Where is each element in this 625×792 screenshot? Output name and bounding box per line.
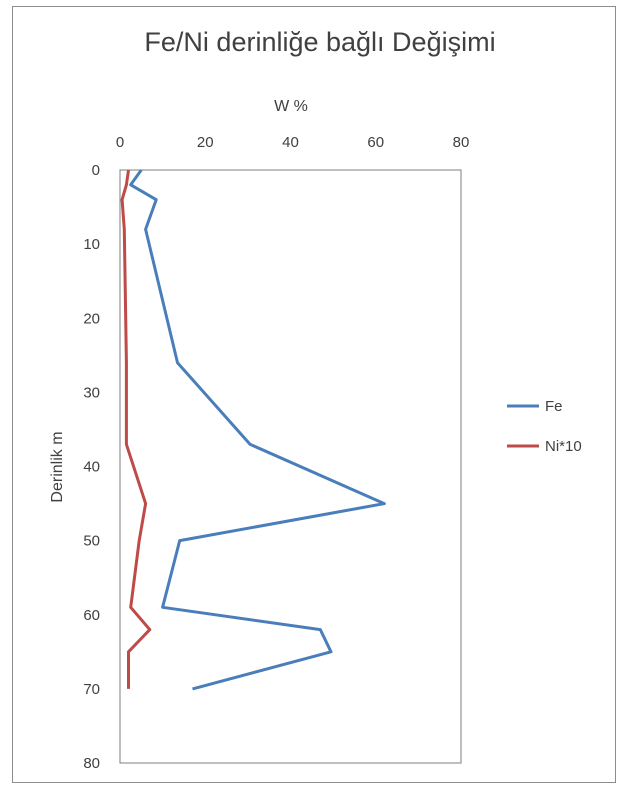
chart-title: Fe/Ni derinliğe bağlı Değişimi	[144, 27, 495, 57]
x-axis-title: W %	[274, 98, 308, 115]
legend-label: Ni*10	[545, 438, 582, 455]
y-axis-title: Derinlik m	[49, 431, 66, 502]
x-tick-label: 20	[197, 134, 214, 151]
series-line-ni	[122, 170, 150, 689]
x-tick-label: 80	[453, 134, 470, 151]
x-tick-label: 40	[282, 134, 299, 151]
y-tick-label: 70	[83, 681, 100, 698]
y-tick-label: 0	[92, 162, 100, 179]
y-tick-label: 30	[83, 384, 100, 401]
y-tick-label: 10	[83, 236, 100, 253]
y-tick-label: 40	[83, 459, 100, 476]
y-tick-label: 80	[83, 755, 100, 772]
y-tick-label: 60	[83, 607, 100, 624]
y-tick-label: 50	[83, 533, 100, 550]
y-tick-label: 20	[83, 310, 100, 327]
series-line-fe	[131, 170, 385, 689]
x-tick-label: 0	[116, 134, 124, 151]
legend-label: Fe	[545, 398, 563, 415]
x-tick-label: 60	[367, 134, 384, 151]
plot-area	[120, 170, 461, 763]
